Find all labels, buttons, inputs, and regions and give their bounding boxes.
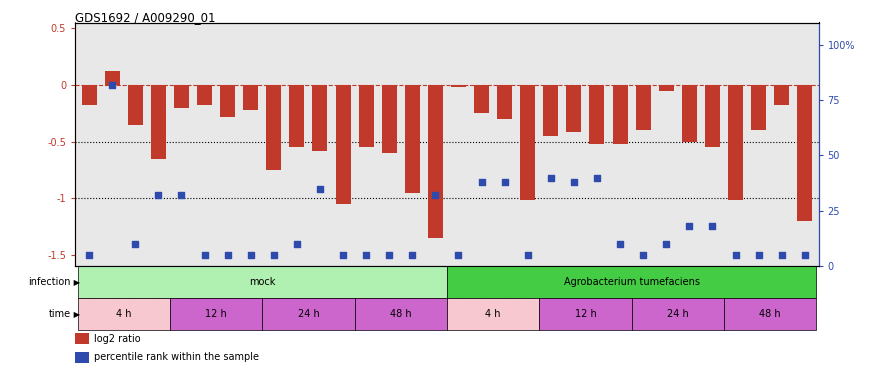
Bar xyxy=(197,85,212,105)
Point xyxy=(797,252,812,258)
Bar xyxy=(170,298,262,330)
Bar xyxy=(312,85,327,151)
Bar xyxy=(774,85,789,105)
Point xyxy=(128,241,142,247)
Bar xyxy=(75,352,89,363)
Point xyxy=(151,192,165,198)
Bar xyxy=(104,71,119,85)
Point xyxy=(243,252,258,258)
Bar xyxy=(81,85,96,105)
Point xyxy=(428,192,442,198)
Text: log2 ratio: log2 ratio xyxy=(94,334,141,344)
Bar xyxy=(358,85,373,147)
Bar xyxy=(355,298,447,330)
Bar xyxy=(612,85,627,144)
Bar xyxy=(539,298,632,330)
Bar xyxy=(78,266,447,298)
Point xyxy=(520,252,535,258)
Point xyxy=(451,252,466,258)
Text: 12 h: 12 h xyxy=(205,309,227,319)
Point xyxy=(105,81,119,87)
Point xyxy=(174,192,189,198)
Text: mock: mock xyxy=(249,277,275,287)
Point xyxy=(405,252,419,258)
Point xyxy=(682,224,696,230)
Point xyxy=(336,252,350,258)
Bar xyxy=(381,85,396,153)
Text: 4 h: 4 h xyxy=(116,309,132,319)
Bar xyxy=(150,85,165,159)
Bar xyxy=(751,85,766,130)
Bar xyxy=(174,85,189,108)
Point xyxy=(266,252,281,258)
Bar xyxy=(427,85,442,238)
Bar xyxy=(474,85,489,113)
Bar xyxy=(658,85,673,90)
Point xyxy=(636,252,650,258)
Bar xyxy=(589,85,604,144)
Bar xyxy=(451,85,466,87)
Text: GDS1692 / A009290_01: GDS1692 / A009290_01 xyxy=(75,11,216,24)
Point xyxy=(289,241,304,247)
Text: 48 h: 48 h xyxy=(390,309,412,319)
Point xyxy=(382,252,396,258)
Point xyxy=(590,175,604,181)
Point xyxy=(705,224,720,230)
Bar xyxy=(127,85,142,124)
Bar xyxy=(447,266,816,298)
Bar xyxy=(335,85,350,204)
Point xyxy=(566,179,581,185)
Point xyxy=(774,252,789,258)
Bar xyxy=(566,85,581,132)
Bar xyxy=(243,85,258,110)
Bar xyxy=(266,85,281,170)
Text: percentile rank within the sample: percentile rank within the sample xyxy=(94,352,258,362)
Text: Agrobacterium tumefaciens: Agrobacterium tumefaciens xyxy=(564,277,700,287)
Bar xyxy=(543,85,558,136)
Bar xyxy=(220,85,235,117)
Text: 24 h: 24 h xyxy=(667,309,689,319)
Point xyxy=(359,252,373,258)
Bar xyxy=(681,85,696,141)
Text: 48 h: 48 h xyxy=(759,309,781,319)
Text: time: time xyxy=(49,309,71,319)
Point xyxy=(659,241,673,247)
Text: ▶: ▶ xyxy=(71,310,80,319)
Bar xyxy=(705,85,720,147)
Point xyxy=(613,241,627,247)
Text: infection: infection xyxy=(28,277,71,287)
Text: 24 h: 24 h xyxy=(297,309,319,319)
Point xyxy=(543,175,558,181)
Bar xyxy=(78,298,170,330)
Point xyxy=(197,252,212,258)
Text: 12 h: 12 h xyxy=(574,309,596,319)
Bar xyxy=(635,85,650,130)
Bar xyxy=(497,85,512,119)
Text: 4 h: 4 h xyxy=(485,309,501,319)
Bar xyxy=(632,298,724,330)
Point xyxy=(728,252,743,258)
Bar xyxy=(724,298,816,330)
Point xyxy=(82,252,96,258)
Point xyxy=(220,252,235,258)
Bar xyxy=(728,85,743,201)
Bar xyxy=(75,333,89,344)
Point xyxy=(474,179,489,185)
Bar xyxy=(289,85,304,147)
Point xyxy=(751,252,766,258)
Bar xyxy=(797,85,812,221)
Point xyxy=(313,186,327,192)
Bar xyxy=(404,85,419,192)
Text: ▶: ▶ xyxy=(71,278,80,286)
Bar xyxy=(520,85,535,201)
Bar xyxy=(262,298,355,330)
Point xyxy=(497,179,512,185)
Bar xyxy=(447,298,539,330)
